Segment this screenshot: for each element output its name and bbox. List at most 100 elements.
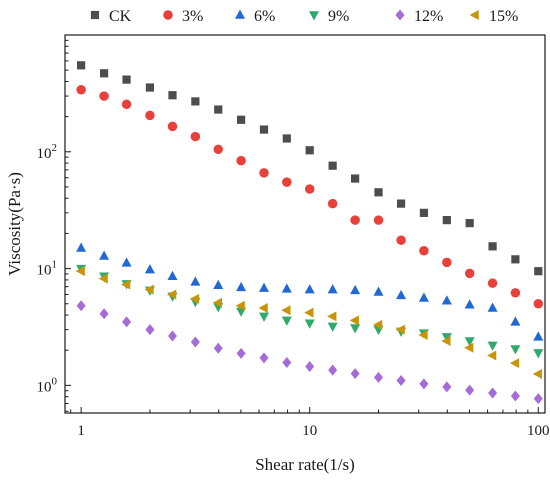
data-point — [190, 336, 200, 348]
data-point — [442, 216, 451, 225]
data-point — [533, 349, 544, 359]
legend-label: 12% — [414, 8, 443, 25]
y-tick-label: 100 — [37, 375, 58, 395]
data-point — [374, 188, 383, 197]
data-point — [98, 273, 108, 284]
data-point — [533, 393, 543, 405]
series-layer — [75, 61, 544, 405]
data-point — [235, 300, 245, 311]
data-point — [487, 341, 498, 351]
data-point — [464, 342, 474, 353]
data-point — [190, 131, 201, 142]
data-point — [258, 302, 268, 313]
data-point — [510, 288, 521, 298]
data-point — [418, 329, 428, 340]
data-point — [76, 300, 86, 312]
y-tick-base: 10 — [37, 263, 52, 279]
legend-label: 9% — [328, 8, 349, 25]
data-point — [533, 331, 544, 341]
data-point — [327, 322, 338, 332]
series-ck — [77, 61, 543, 276]
legend-item: 9% — [309, 8, 349, 25]
data-point — [465, 219, 474, 228]
data-point — [395, 324, 405, 335]
data-point — [213, 342, 223, 354]
data-point — [305, 146, 314, 155]
series-6pct — [76, 242, 544, 341]
y-tick-base: 10 — [37, 146, 52, 162]
data-point — [349, 315, 359, 326]
y-tick-exponent: 0 — [52, 375, 58, 387]
data-point — [236, 115, 246, 124]
data-point — [418, 292, 429, 302]
data-point — [76, 84, 86, 95]
data-point — [259, 352, 269, 364]
data-point — [510, 316, 521, 326]
data-point — [304, 307, 314, 318]
data-point — [350, 215, 360, 225]
y-tick-exponent: 2 — [52, 142, 58, 154]
data-point — [77, 61, 86, 70]
data-point — [464, 268, 475, 279]
data-point — [281, 283, 292, 293]
legend-item: 6% — [235, 8, 275, 25]
data-point — [533, 298, 544, 309]
data-point — [511, 255, 520, 264]
data-point — [189, 293, 200, 304]
data-point — [122, 316, 132, 328]
data-point — [214, 105, 223, 114]
x-axis: 1 10 100 — [70, 407, 550, 439]
data-point — [121, 257, 132, 267]
data-point — [373, 286, 384, 296]
data-point — [167, 270, 178, 280]
data-point — [510, 390, 520, 402]
data-point — [534, 267, 543, 276]
data-point — [166, 289, 177, 300]
legend-label: CK — [109, 8, 132, 25]
data-point — [259, 282, 269, 292]
data-point — [419, 378, 429, 390]
data-point — [76, 242, 87, 252]
data-point — [419, 208, 429, 217]
data-point — [236, 281, 247, 292]
data-point — [509, 358, 520, 369]
data-point — [442, 257, 452, 268]
data-point — [99, 69, 109, 78]
data-point — [441, 333, 452, 343]
data-point — [350, 368, 360, 380]
data-point — [442, 381, 452, 393]
legend-marker — [469, 10, 479, 20]
x-tick-label: 10 — [302, 423, 317, 439]
legend-label: 6% — [254, 8, 275, 25]
data-point — [191, 97, 200, 106]
data-point — [213, 279, 224, 289]
data-point — [213, 144, 224, 155]
data-point — [351, 174, 360, 183]
data-point — [396, 199, 406, 208]
data-point — [122, 75, 131, 84]
plot-frame — [64, 34, 546, 414]
legend-item: 15% — [469, 8, 518, 25]
data-point — [236, 155, 246, 166]
legend-item: CK — [90, 8, 132, 25]
legend-marker — [309, 11, 319, 21]
x-axis-title: Shear rate(1/s) — [255, 455, 355, 474]
data-point — [464, 299, 475, 309]
data-point — [212, 297, 223, 308]
data-point — [144, 264, 155, 274]
data-point — [374, 371, 384, 383]
data-point — [305, 361, 315, 373]
y-tick-base: 10 — [37, 379, 52, 395]
data-point — [259, 168, 269, 178]
data-point — [327, 284, 338, 294]
series-3pct — [76, 84, 544, 309]
legend: CK 3% 6% 9% 12% 15% — [90, 8, 518, 25]
legend-marker — [90, 10, 100, 20]
data-point — [373, 215, 384, 225]
legend-item: 3% — [163, 8, 203, 25]
y-tick-label: 102 — [37, 142, 58, 162]
y-axis-title: Viscosity(Pa·s) — [5, 172, 24, 276]
